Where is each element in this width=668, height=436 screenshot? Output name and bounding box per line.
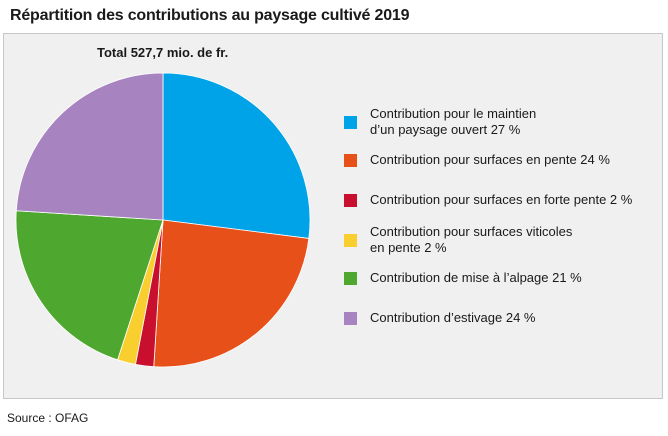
pie-slice-5 — [15, 210, 164, 361]
legend-label: Contribution pour le maintien d’un paysa… — [370, 106, 537, 137]
legend-swatch — [344, 115, 357, 129]
legend-item-2: Contribution pour surfaces en pente 24 % — [344, 152, 610, 168]
legend-item-4: Contribution pour surfaces viticoles en … — [344, 224, 572, 256]
legend-swatch — [344, 153, 357, 167]
pie-slice-6 — [15, 72, 164, 221]
chart-title: Répartition des contributions au paysage… — [10, 7, 410, 24]
legend-label: Contribution pour surfaces en pente 24 % — [370, 152, 610, 167]
legend-swatch — [344, 233, 357, 247]
legend-label: Contribution de mise à l’alpage 21 % — [370, 270, 582, 285]
legend-item-1: Contribution pour le maintien d’un paysa… — [344, 106, 536, 138]
pie-slice-2 — [153, 219, 310, 368]
source-note: Source : OFAG — [7, 411, 89, 425]
legend-item-3: Contribution pour surfaces en forte pent… — [344, 192, 632, 208]
pie-slice-1 — [162, 72, 311, 239]
legend-label: Contribution d’estivage 24 % — [370, 310, 536, 325]
legend-swatch — [344, 193, 357, 207]
legend-swatch — [344, 271, 357, 285]
legend-label: Contribution pour surfaces viticoles en … — [370, 224, 573, 255]
legend-swatch — [344, 311, 357, 325]
legend-label: Contribution pour surfaces en forte pent… — [370, 192, 633, 207]
chart-subtitle: Total 527,7 mio. de fr. — [97, 45, 229, 60]
legend-item-6: Contribution d’estivage 24 % — [344, 310, 536, 326]
legend-item-5: Contribution de mise à l’alpage 21 % — [344, 270, 582, 286]
